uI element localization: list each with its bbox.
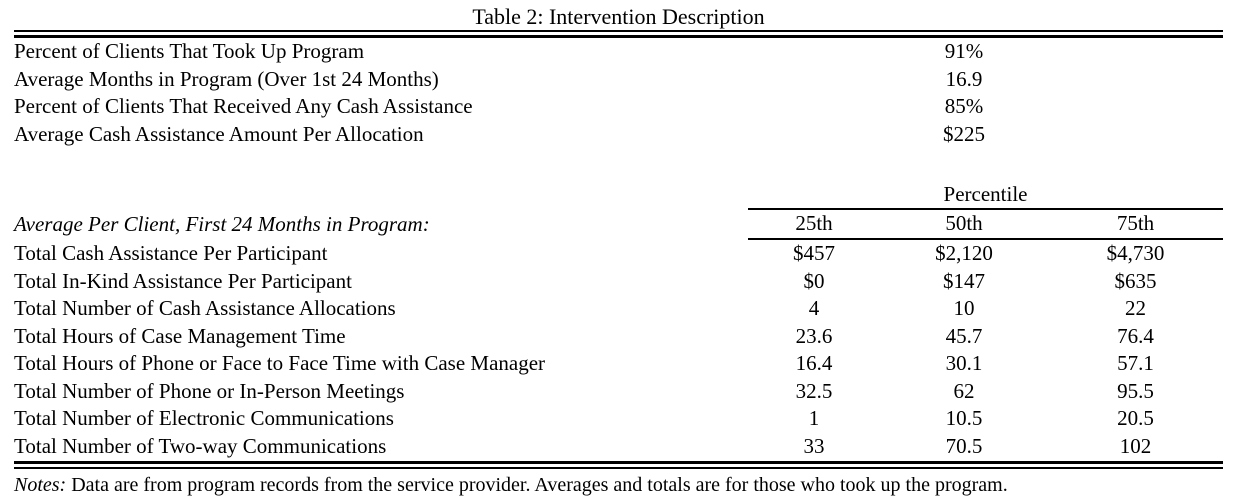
bottom-double-rule [14,461,1223,469]
summary-row-label: Percent of Clients That Received Any Cas… [14,94,473,118]
column-header-75th: 75th [1116,211,1155,236]
table-row: Total Hours of Phone or Face to Face Tim… [14,350,1223,378]
table-row: Total Number of Cash Assistance Allocati… [14,295,1223,323]
top-double-rule [14,30,1223,38]
cell-75th: 76.4 [1117,323,1154,348]
row-label: Total Number of Phone or In-Person Meeti… [14,378,405,403]
column-header-25th: 25th [795,211,833,236]
row-label: Total Hours of Phone or Face to Face Tim… [14,351,546,375]
cell-50th: 62 [953,378,975,403]
table-row: Total Number of Electronic Communication… [14,405,1223,433]
summary-row-value: 91% [944,39,984,63]
cell-25th: 1 [808,406,820,430]
cell-50th: 30.1 [945,351,983,375]
summary-row: Percent of Clients That Received Any Cas… [14,93,1223,121]
summary-row: Average Cash Assistance Amount Per Alloc… [14,121,1223,149]
cell-75th: 57.1 [1117,351,1154,375]
cell-50th: 10.5 [945,406,983,430]
cell-75th: $4,730 [1106,241,1165,265]
percentile-group-label: Percentile [943,182,1028,207]
summary-row: Average Months in Program (Over 1st 24 M… [14,66,1223,94]
table-row: Total Number of Two-way Communications 3… [14,433,1223,461]
summary-row-value: $225 [943,121,985,146]
cell-50th: 45.7 [945,323,983,348]
cell-75th: 95.5 [1117,378,1154,403]
summary-row-label: Percent of Clients That Took Up Program [14,39,365,63]
cell-75th: 102 [1119,433,1152,458]
table-row: Total Cash Assistance Per Participant $4… [14,240,1223,268]
cell-50th: 70.5 [945,433,983,458]
row-label: Total Hours of Case Management Time [14,323,346,348]
table-row: Total In-Kind Assistance Per Participant… [14,268,1223,296]
table-title: Table 2: Intervention Description [472,4,765,29]
cell-75th: $635 [1114,268,1157,293]
percentile-group-row: Percentile [14,182,1223,210]
cell-25th: 32.5 [795,378,833,403]
notes-text: Data are from program records from the s… [71,474,1008,496]
column-header-row: Average Per Client, First 24 Months in P… [14,210,1223,240]
cell-25th: 16.4 [795,351,833,375]
cell-25th: $0 [803,268,825,293]
cell-75th: 22 [1125,296,1146,320]
table-notes: Notes: Data are from program records fro… [14,469,1223,498]
cell-25th: 23.6 [795,323,833,348]
notes-label: Notes: [14,474,67,496]
cell-50th: $2,120 [935,241,993,265]
row-label: Total In-Kind Assistance Per Participant [14,268,352,293]
percentile-column-headers: 25th 50th 75th [748,210,1223,240]
cell-25th: 33 [803,433,825,458]
summary-row-label: Average Months in Program (Over 1st 24 M… [14,66,439,91]
summary-row-label: Average Cash Assistance Amount Per Alloc… [14,121,424,146]
cell-50th: 10 [953,296,975,320]
cell-50th: $147 [943,268,985,293]
row-label: Total Number of Electronic Communication… [14,406,394,430]
summary-row: Percent of Clients That Took Up Program … [14,38,1223,66]
summary-row-value: 16.9 [945,66,983,91]
row-group-header: Average Per Client, First 24 Months in P… [14,212,430,237]
summary-row-value: 85% [944,94,984,118]
row-label: Total Number of Two-way Communications [14,433,387,458]
cell-25th: 4 [808,296,820,320]
cell-75th: 20.5 [1117,406,1154,430]
table-row: Total Number of Phone or In-Person Meeti… [14,378,1223,406]
cell-25th: $457 [793,241,835,265]
column-header-50th: 50th [945,211,983,236]
row-label: Total Cash Assistance Per Participant [14,241,328,265]
row-label: Total Number of Cash Assistance Allocati… [14,296,396,320]
table-row: Total Hours of Case Management Time 23.6… [14,323,1223,351]
section-gap [14,148,1223,182]
percentile-group-header: Percentile [748,182,1223,210]
